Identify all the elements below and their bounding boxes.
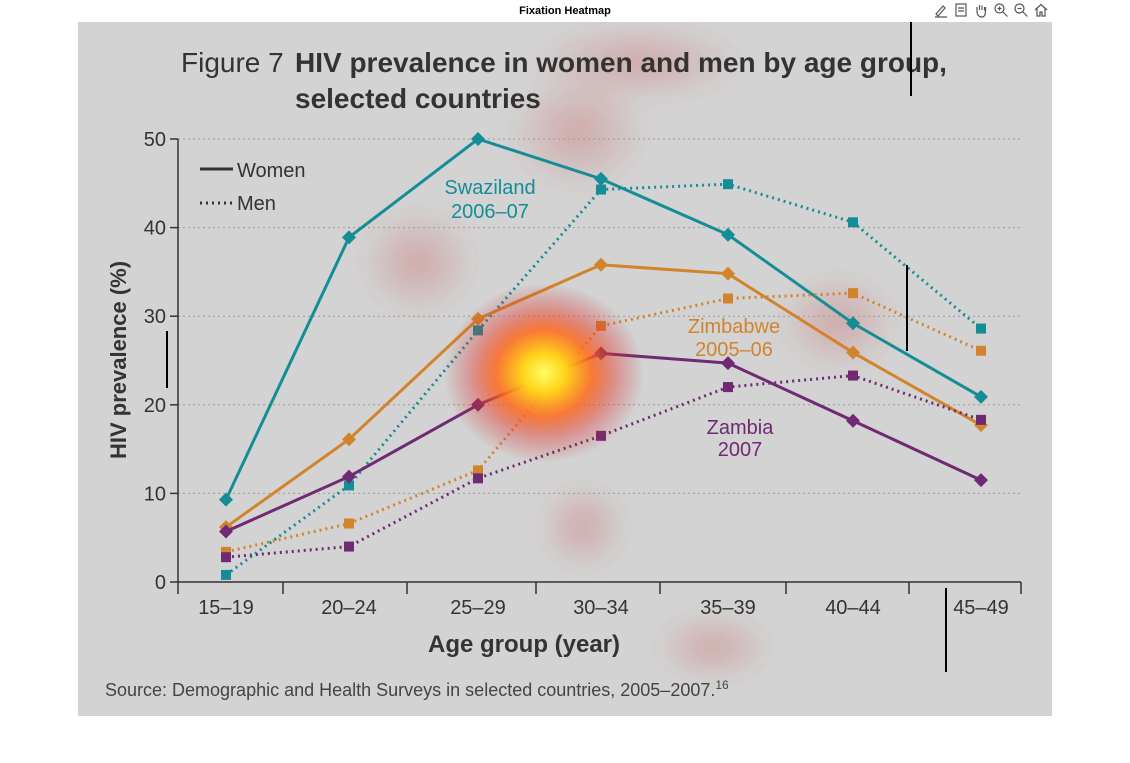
data-point <box>848 288 858 299</box>
figure-title-line2: selected countries <box>295 83 541 114</box>
heatmap-faint-layer <box>358 22 898 682</box>
source-note: Source: Demographic and Health Surveys i… <box>105 678 729 700</box>
data-point <box>976 414 986 425</box>
data-point <box>344 541 354 552</box>
data-point <box>596 184 606 195</box>
data-point <box>344 518 354 529</box>
data-point <box>974 473 988 488</box>
annotation-zambia-line1: Zambia <box>707 417 775 439</box>
data-point <box>342 432 356 447</box>
data-point <box>594 171 608 186</box>
data-point <box>344 480 354 491</box>
annotation-swaziland-line1: Swaziland <box>444 177 535 199</box>
cursor-mark <box>910 22 912 96</box>
y-tick-label: 50 <box>144 129 166 151</box>
y-tick-label: 40 <box>144 218 166 240</box>
source-text: Source: Demographic and Health Surveys i… <box>105 680 715 700</box>
data-point <box>974 389 988 404</box>
axes: 0 10 20 30 40 50 15–19 20–24 25–29 30–34 35–39 40–4… <box>144 129 1022 619</box>
data-point <box>846 345 860 360</box>
data-point <box>721 227 735 242</box>
home-icon[interactable] <box>1032 1 1050 19</box>
heatmap-peak-blob <box>444 283 644 463</box>
toolbar <box>932 1 1050 21</box>
data-point <box>221 546 231 557</box>
figure-title-line1: HIV prevalence in women and men by age g… <box>295 47 947 78</box>
data-point <box>848 370 858 381</box>
y-tick-label: 30 <box>144 306 166 328</box>
data-point <box>473 473 483 484</box>
data-point <box>723 293 733 304</box>
y-tick-label: 20 <box>144 395 166 417</box>
data-point <box>221 552 231 563</box>
cursor-mark <box>906 265 908 351</box>
series <box>219 132 988 507</box>
data-point <box>723 179 733 190</box>
data-point <box>473 465 483 476</box>
data-point <box>594 257 608 272</box>
x-tick-label: 40–44 <box>825 597 881 619</box>
y-tick-label: 0 <box>155 572 166 594</box>
figure-label: Figure 7 <box>181 47 284 78</box>
zoom-in-icon[interactable] <box>992 1 1010 19</box>
data-point <box>471 132 485 146</box>
cursor-mark <box>945 588 947 672</box>
data-point <box>721 356 735 371</box>
series-annotations: Swaziland 2006–07 Zimbabwe 2005–06 Zambi… <box>444 177 780 461</box>
source-superscript: 16 <box>715 678 729 692</box>
x-tick-label: 30–34 <box>573 597 629 619</box>
legend-men-label: Men <box>237 193 276 215</box>
data-point <box>976 323 986 334</box>
y-tick-label: 10 <box>144 483 166 505</box>
y-axis-label: HIV prevalence (%) <box>106 261 131 459</box>
legend-women-label: Women <box>237 160 306 182</box>
data-point <box>976 345 986 356</box>
data-point <box>219 492 233 507</box>
annotation-zimbabwe-line1: Zimbabwe <box>688 316 780 338</box>
x-tick-label: 45–49 <box>953 597 1009 619</box>
annotation-swaziland-line2: 2006–07 <box>451 201 529 223</box>
pan-hand-icon[interactable] <box>972 1 990 19</box>
plot-area: Figure 7 HIV prevalence in women and men… <box>78 22 1052 716</box>
data-point <box>221 569 231 580</box>
cursor-marks <box>166 22 947 672</box>
x-tick-label: 15–19 <box>198 597 254 619</box>
window-title: Fixation Heatmap <box>519 5 611 17</box>
x-tick-label: 35–39 <box>700 597 756 619</box>
edit-icon[interactable] <box>932 1 950 19</box>
data-point <box>342 469 356 484</box>
data-point <box>846 413 860 428</box>
data-point <box>848 217 858 228</box>
x-axis-label: Age group (year) <box>428 631 620 658</box>
legend: Women Men <box>200 160 306 215</box>
chart-figure: Figure 7 HIV prevalence in women and men… <box>105 22 1022 700</box>
data-point <box>219 524 233 539</box>
data-point <box>723 382 733 393</box>
data-point <box>846 316 860 331</box>
cursor-mark <box>166 331 168 388</box>
zoom-out-icon[interactable] <box>1012 1 1030 19</box>
annotation-zimbabwe-line2: 2005–06 <box>695 339 773 361</box>
data-point <box>342 230 356 245</box>
x-tick-label: 20–24 <box>321 597 377 619</box>
x-tick-label: 25–29 <box>450 597 506 619</box>
data-cursor-icon[interactable] <box>952 1 970 19</box>
annotation-zambia-line2: 2007 <box>718 439 763 461</box>
data-point <box>721 266 735 281</box>
